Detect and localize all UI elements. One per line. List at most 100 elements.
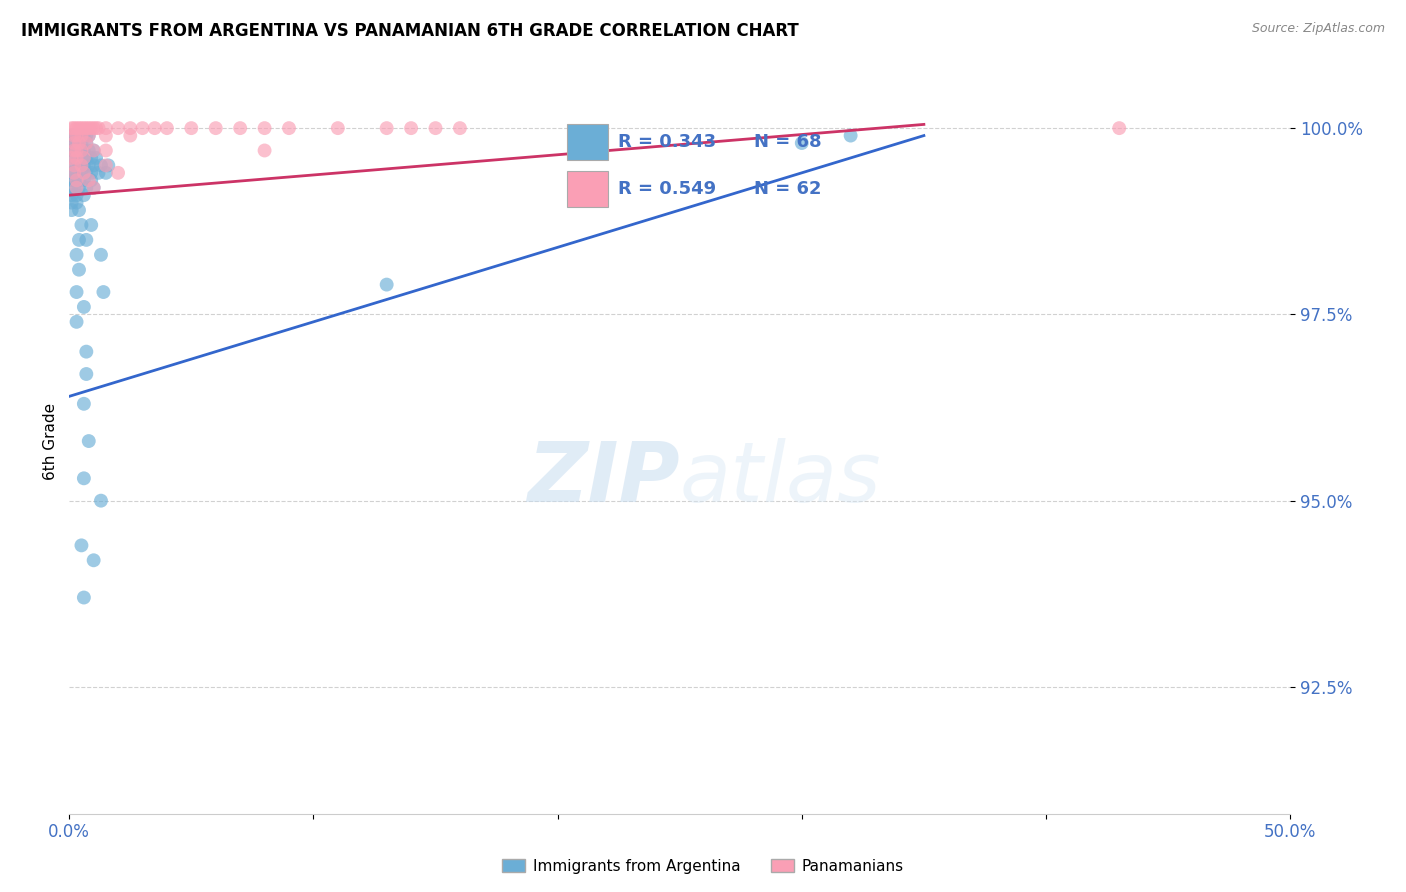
Point — [80, 173, 103, 187]
Point — [73, 121, 96, 136]
Point — [80, 121, 103, 136]
Point — [83, 144, 105, 158]
Point — [60, 144, 83, 158]
Point — [60, 188, 83, 202]
Point — [63, 128, 86, 143]
Point — [97, 158, 120, 172]
Point — [65, 180, 87, 194]
Point — [94, 158, 117, 172]
Point — [84, 121, 107, 136]
Point — [80, 218, 103, 232]
Point — [375, 121, 398, 136]
Point — [120, 121, 142, 136]
Point — [80, 166, 103, 180]
Point — [73, 188, 96, 202]
Point — [790, 136, 813, 150]
Point — [83, 553, 105, 567]
Point — [75, 344, 97, 359]
Point — [83, 180, 105, 194]
Point — [90, 493, 112, 508]
Point — [425, 121, 447, 136]
Point — [77, 128, 100, 143]
Point — [65, 166, 87, 180]
Point — [70, 158, 93, 172]
Point — [70, 144, 93, 158]
Point — [70, 128, 93, 143]
Point — [63, 151, 86, 165]
Point — [83, 144, 105, 158]
Y-axis label: 6th Grade: 6th Grade — [44, 402, 58, 480]
Point — [63, 180, 86, 194]
Point — [70, 121, 93, 136]
Point — [65, 248, 87, 262]
Point — [229, 121, 252, 136]
Point — [80, 151, 103, 165]
Point — [73, 173, 96, 187]
Point — [75, 136, 97, 150]
Point — [67, 136, 90, 150]
Point — [75, 151, 97, 165]
Point — [65, 173, 87, 187]
Point — [143, 121, 166, 136]
Point — [120, 128, 142, 143]
Point — [63, 136, 86, 150]
Point — [204, 121, 226, 136]
Point — [75, 367, 97, 381]
Point — [60, 180, 83, 194]
Text: atlas: atlas — [679, 438, 882, 519]
Point — [83, 180, 105, 194]
Point — [131, 121, 153, 136]
Point — [65, 136, 87, 150]
Point — [70, 144, 93, 158]
Point — [83, 121, 105, 136]
Point — [67, 203, 90, 218]
Point — [75, 128, 97, 143]
Point — [67, 121, 90, 136]
Point — [63, 121, 86, 136]
Point — [84, 151, 107, 165]
Point — [1108, 121, 1130, 136]
Point — [65, 315, 87, 329]
Point — [326, 121, 349, 136]
Point — [67, 158, 90, 172]
Point — [253, 144, 276, 158]
Point — [67, 151, 90, 165]
Point — [67, 173, 90, 187]
Point — [73, 397, 96, 411]
Point — [67, 144, 90, 158]
Point — [253, 121, 276, 136]
Point — [77, 128, 100, 143]
Point — [156, 121, 179, 136]
Point — [73, 144, 96, 158]
Point — [180, 121, 202, 136]
Point — [63, 166, 86, 180]
Point — [60, 166, 83, 180]
Point — [73, 300, 96, 314]
Point — [65, 151, 87, 165]
Point — [73, 591, 96, 605]
Point — [73, 471, 96, 485]
Point — [70, 158, 93, 172]
Text: IMMIGRANTS FROM ARGENTINA VS PANAMANIAN 6TH GRADE CORRELATION CHART: IMMIGRANTS FROM ARGENTINA VS PANAMANIAN … — [21, 22, 799, 40]
Point — [70, 151, 93, 165]
Point — [60, 136, 83, 150]
Point — [63, 144, 86, 158]
Point — [399, 121, 422, 136]
Point — [65, 144, 87, 158]
Point — [278, 121, 301, 136]
Point — [63, 173, 86, 187]
Point — [63, 136, 86, 150]
Text: Source: ZipAtlas.com: Source: ZipAtlas.com — [1251, 22, 1385, 36]
Point — [77, 158, 100, 172]
Point — [83, 158, 105, 172]
Point — [73, 158, 96, 172]
Point — [94, 121, 117, 136]
Point — [87, 166, 110, 180]
Point — [73, 128, 96, 143]
Point — [90, 248, 112, 262]
Point — [77, 144, 100, 158]
Point — [65, 285, 87, 299]
Point — [65, 121, 87, 136]
Point — [63, 128, 86, 143]
Point — [70, 128, 93, 143]
